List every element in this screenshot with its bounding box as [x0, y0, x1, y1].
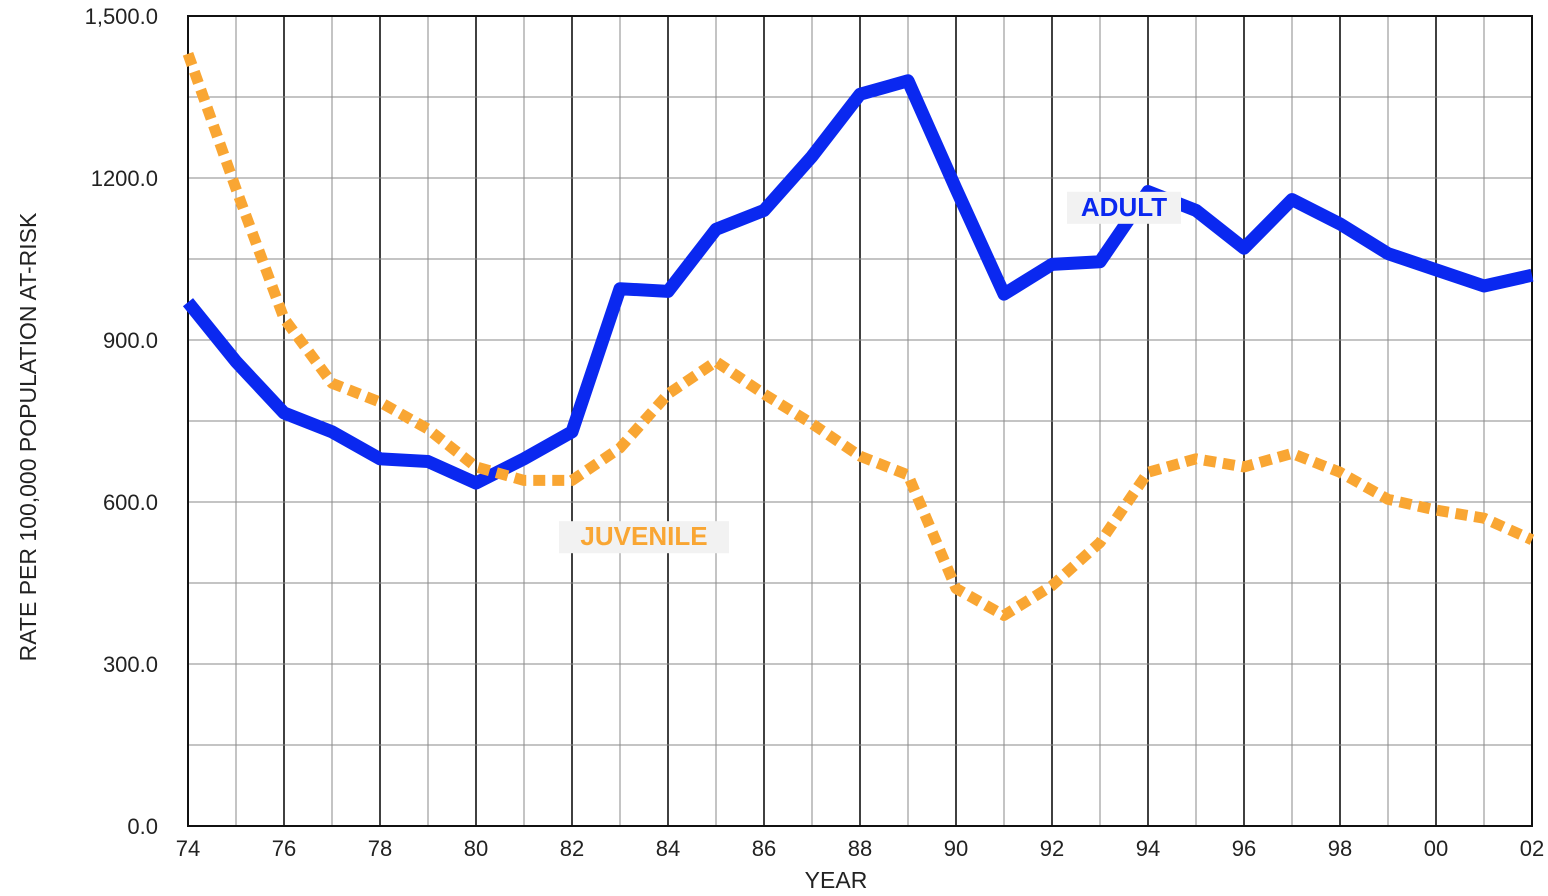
series-label-bg	[559, 521, 729, 554]
series-line-adult	[182, 74, 1534, 490]
series-label-adult: ADULT	[1081, 192, 1167, 222]
series-line-juvenile	[182, 51, 1535, 621]
y-tick-label: 1200.0	[91, 166, 158, 191]
plot-frame	[187, 15, 1533, 827]
x-tick-label: 98	[1328, 836, 1352, 861]
y-tick-label: 0.0	[127, 814, 158, 839]
x-tick-label: 86	[752, 836, 776, 861]
y-tick-label: 900.0	[103, 328, 158, 353]
x-tick-label: 96	[1232, 836, 1256, 861]
y-tick-labels: 0.0 300.0 600.0 900.0 1200.0 1,500.0	[85, 4, 158, 839]
y-tick-label: 300.0	[103, 652, 158, 677]
y-tick-label: 600.0	[103, 490, 158, 515]
x-tick-labels: 74 76 78 80 82 84 86 88 90 92 94 96 98 00 02	[176, 836, 1544, 861]
series-labels: ADULT JUVENILE	[559, 191, 1181, 554]
x-tick-label: 02	[1520, 836, 1544, 861]
plot-border	[187, 15, 1533, 827]
x-tick-label: 74	[176, 836, 200, 861]
x-tick-label: 88	[848, 836, 872, 861]
x-tick-label: 92	[1040, 836, 1064, 861]
x-tick-label: 82	[560, 836, 584, 861]
x-tick-label: 00	[1424, 836, 1448, 861]
x-tick-label: 78	[368, 836, 392, 861]
x-axis-title: YEAR	[805, 867, 868, 893]
x-tick-label: 84	[656, 836, 680, 861]
x-tick-label: 76	[272, 836, 296, 861]
series-label-bg	[1067, 191, 1181, 224]
x-tick-label: 80	[464, 836, 488, 861]
grid-lines	[187, 16, 1533, 826]
x-tick-label: 94	[1136, 836, 1160, 861]
y-tick-label: 1,500.0	[85, 4, 158, 29]
series-lines	[182, 51, 1535, 621]
series-label-juvenile: JUVENILE	[580, 521, 707, 551]
y-axis-title: RATE PER 100,000 POPULATION AT-RISK	[15, 212, 41, 661]
x-tick-label: 90	[944, 836, 968, 861]
